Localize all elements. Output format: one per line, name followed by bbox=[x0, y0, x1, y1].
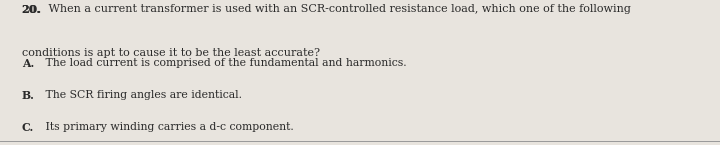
Text: The load current is comprised of the fundamental and harmonics.: The load current is comprised of the fun… bbox=[42, 58, 406, 68]
Text: B.: B. bbox=[22, 90, 35, 101]
Text: conditions is apt to cause it to be the least accurate?: conditions is apt to cause it to be the … bbox=[22, 48, 320, 58]
Text: A.: A. bbox=[22, 58, 34, 69]
Text: The SCR firing angles are identical.: The SCR firing angles are identical. bbox=[42, 90, 242, 100]
Text: 20.: 20. bbox=[22, 4, 45, 15]
Text: When a current transformer is used with an SCR-controlled resistance load, which: When a current transformer is used with … bbox=[45, 4, 631, 14]
Text: C.: C. bbox=[22, 122, 34, 133]
Text: Its primary winding carries a d-c component.: Its primary winding carries a d-c compon… bbox=[42, 122, 294, 132]
Text: 20.: 20. bbox=[22, 4, 41, 15]
